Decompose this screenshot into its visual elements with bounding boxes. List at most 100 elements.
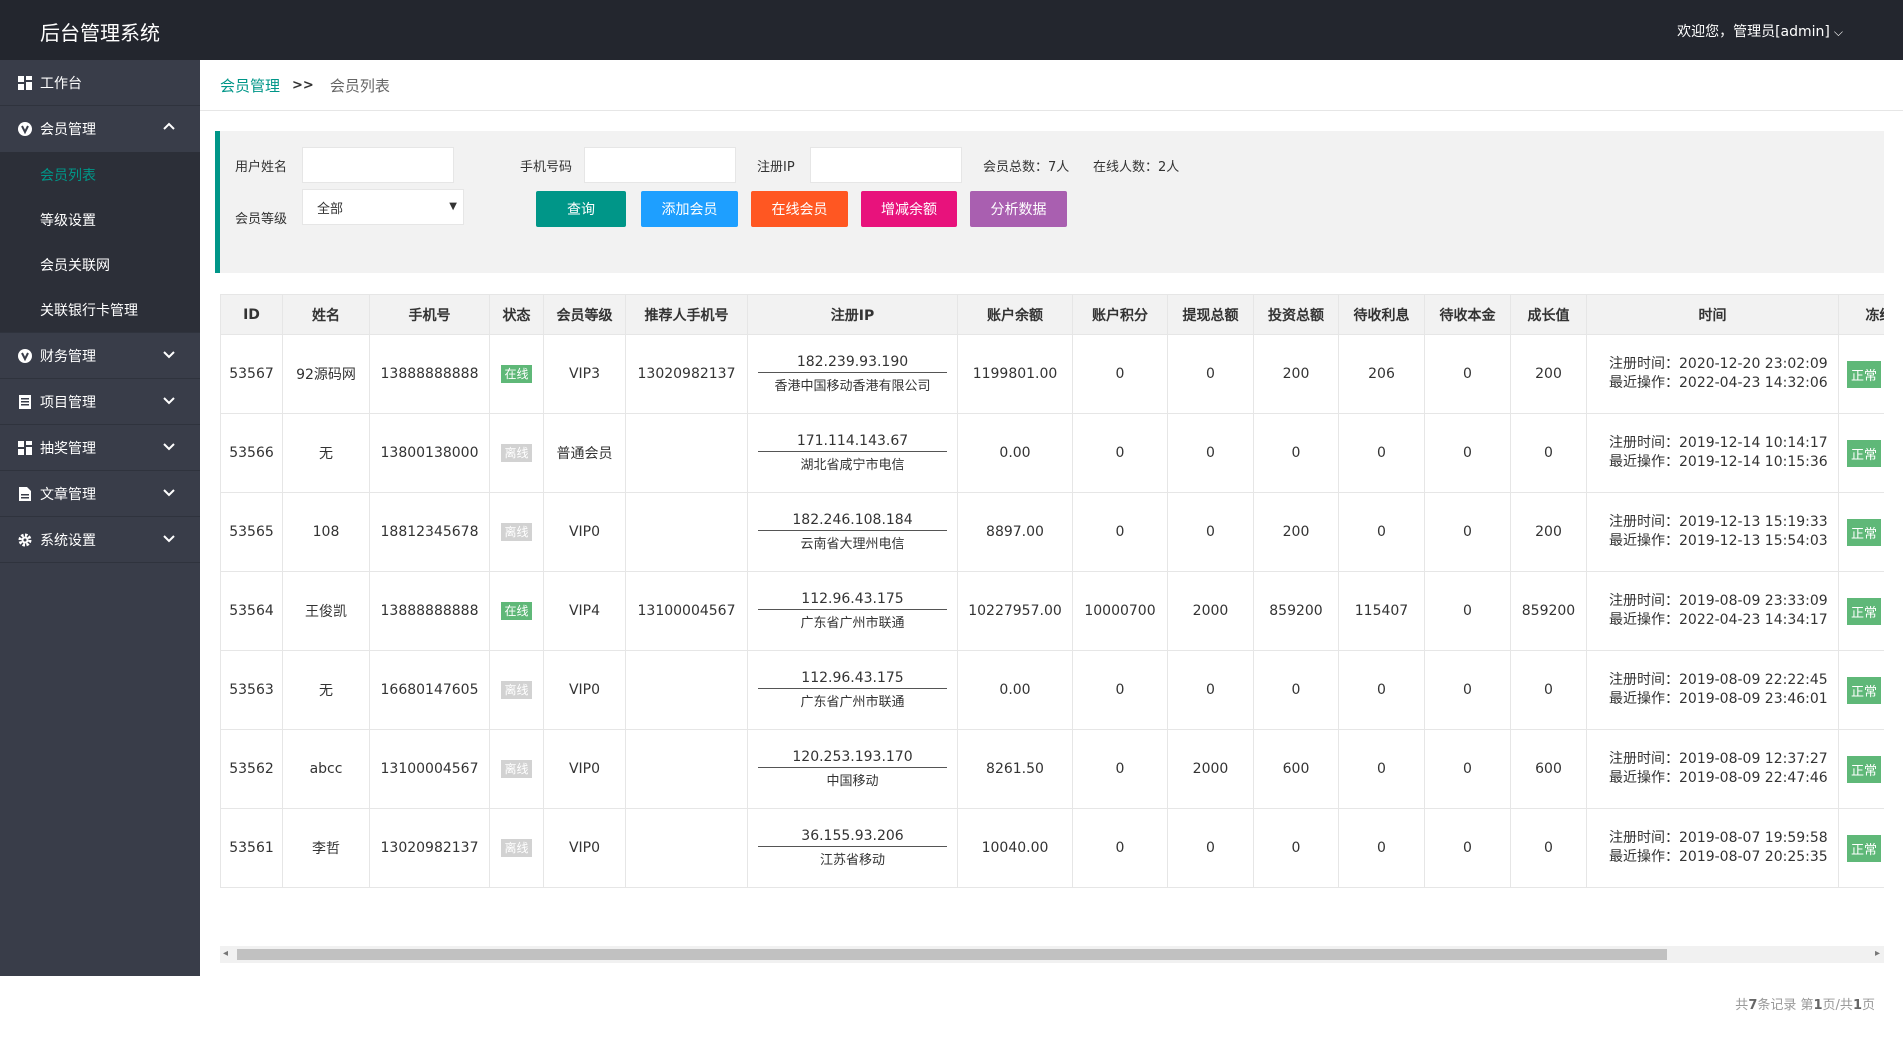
column-header[interactable]: 成长值 — [1510, 294, 1587, 335]
sidebar-item-label: 会员管理 — [40, 122, 96, 138]
cell-time: 注册时间：2019-08-07 19:59:58 最近操作：2019-08-07 … — [1586, 808, 1839, 888]
column-header[interactable]: 待收利息 — [1338, 294, 1425, 335]
article-icon — [18, 486, 32, 501]
sidebar-item-finance[interactable]: 财务管理 — [0, 333, 200, 379]
cell-invest-total: 859200 — [1253, 571, 1339, 651]
user-menu[interactable]: 欢迎您，管理员[admin] ⌵ — [1677, 21, 1843, 41]
freeze-status-button[interactable]: 正常 — [1847, 439, 1882, 467]
member-menu-group: 会员管理 会员列表 等级设置 会员关联网 关联银行卡管理 — [0, 106, 200, 333]
freeze-status-button[interactable]: 正常 — [1847, 597, 1882, 625]
level-select[interactable]: 全部 ▼ — [302, 189, 464, 225]
scrollbar-thumb[interactable] — [237, 949, 1667, 960]
cell-register-ip: 36.155.93.206 江苏省移动 — [747, 808, 958, 888]
cell-register-ip: 112.96.43.175 广东省广州市联通 — [747, 650, 958, 730]
column-header[interactable]: 冻结 — [1838, 294, 1884, 335]
cell-status: 离线 — [489, 492, 544, 572]
cell-invest-total: 200 — [1253, 492, 1339, 572]
cell-invest-total: 200 — [1253, 334, 1339, 414]
cell-invest-total: 0 — [1253, 413, 1339, 493]
column-header[interactable]: 注册IP — [747, 294, 958, 335]
ip-location: 湖北省咸宁市电信 — [800, 458, 905, 473]
cell-points: 0 — [1072, 413, 1168, 493]
register-time: 注册时间：2019-12-14 10:14:17 — [1609, 435, 1828, 451]
cell-level: VIP0 — [543, 729, 626, 809]
cell-name: 无 — [282, 413, 370, 493]
sidebar-item-member[interactable]: 会员管理 — [0, 106, 200, 152]
column-header[interactable]: 提现总额 — [1167, 294, 1254, 335]
freeze-status-button[interactable]: 正常 — [1847, 360, 1882, 388]
last-operation-time: 最近操作：2019-08-07 20:25:35 — [1609, 849, 1828, 865]
column-header[interactable]: 会员等级 — [543, 294, 626, 335]
cell-id: 53566 — [220, 413, 283, 493]
sidebar-item-dashboard[interactable]: 工作台 — [0, 60, 200, 106]
sidebar-item-lottery[interactable]: 抽奖管理 — [0, 425, 200, 471]
cell-time: 注册时间：2019-12-13 15:19:33 最近操作：2019-12-13 … — [1586, 492, 1839, 572]
breadcrumb-parent[interactable]: 会员管理 — [220, 76, 281, 95]
column-header[interactable]: 手机号 — [369, 294, 490, 335]
scroll-right-arrow-icon[interactable]: ▸ — [1874, 948, 1880, 959]
table-row: 53561 李哲 13020982137 离线 VIP0 36.155.93.206 江苏省… — [220, 808, 1884, 888]
register-time: 注册时间：2019-08-09 12:37:27 — [1609, 751, 1828, 767]
status-badge: 离线 — [501, 839, 532, 857]
register-time: 注册时间：2019-08-07 19:59:58 — [1609, 830, 1828, 846]
column-header[interactable]: ID — [220, 294, 283, 335]
member-icon — [18, 122, 32, 136]
cell-register-ip: 171.114.143.67 湖北省咸宁市电信 — [747, 413, 958, 493]
ip-address: 171.114.143.67 — [758, 433, 947, 452]
query-button[interactable]: 查询 — [536, 191, 626, 227]
chevron-down-icon — [163, 443, 175, 451]
main-content: 会员管理 >> 会员列表 用户姓名 手机号码 注册IP 会员总数：7人 在线人数… — [200, 60, 1903, 1013]
table-row: 53564 王俊凯 13888888888 在线 VIP4 13100004567 112.… — [220, 571, 1884, 651]
sidebar-item-settings[interactable]: 系统设置 — [0, 517, 200, 563]
cell-id: 53565 — [220, 492, 283, 572]
column-header[interactable]: 状态 — [489, 294, 544, 335]
pagination-info: 共7条记录 第1页/共1页 — [1735, 994, 1875, 1013]
sidebar-subitem-level-settings[interactable]: 等级设置 — [0, 197, 200, 242]
sidebar-item-project[interactable]: 项目管理 — [0, 379, 200, 425]
horizontal-scrollbar[interactable]: ◂ ▸ — [220, 946, 1884, 963]
column-header[interactable]: 姓名 — [282, 294, 370, 335]
cell-name: 108 — [282, 492, 370, 572]
freeze-status-button[interactable]: 正常 — [1847, 518, 1882, 546]
dashboard-icon — [18, 75, 32, 90]
freeze-status-button[interactable]: 正常 — [1847, 755, 1882, 783]
column-header[interactable]: 账户积分 — [1072, 294, 1168, 335]
cell-pending-interest: 0 — [1338, 413, 1425, 493]
sidebar-subitem-member-list[interactable]: 会员列表 — [0, 152, 200, 197]
cell-pending-principal: 0 — [1424, 808, 1511, 888]
sidebar-item-article[interactable]: 文章管理 — [0, 471, 200, 517]
cell-balance: 8261.50 — [957, 729, 1073, 809]
cell-level: 普通会员 — [543, 413, 626, 493]
column-header[interactable]: 时间 — [1586, 294, 1839, 335]
sidebar-subitem-member-network[interactable]: 会员关联网 — [0, 242, 200, 287]
ip-location: 广东省广州市联通 — [800, 695, 905, 710]
cell-level: VIP0 — [543, 650, 626, 730]
cell-freeze: 正常 — [1838, 650, 1884, 730]
ip-location: 云南省大理州电信 — [800, 537, 905, 552]
scroll-left-arrow-icon[interactable]: ◂ — [223, 948, 229, 959]
level-label: 会员等级 — [235, 212, 288, 227]
freeze-status-button[interactable]: 正常 — [1847, 676, 1882, 704]
ip-location: 广东省广州市联通 — [800, 616, 905, 631]
freeze-status-button[interactable]: 正常 — [1847, 834, 1882, 862]
ip-input[interactable] — [810, 147, 962, 183]
cell-invest-total: 600 — [1253, 729, 1339, 809]
sidebar-subitem-bank-cards[interactable]: 关联银行卡管理 — [0, 287, 200, 332]
online-members-button[interactable]: 在线会员 — [751, 191, 848, 227]
phone-input[interactable] — [584, 147, 736, 183]
column-header[interactable]: 投资总额 — [1253, 294, 1339, 335]
sidebar-item-label: 财务管理 — [40, 348, 96, 365]
add-member-button[interactable]: 添加会员 — [641, 191, 738, 227]
cell-pending-interest: 0 — [1338, 492, 1425, 572]
column-header[interactable]: 待收本金 — [1424, 294, 1511, 335]
username-input[interactable] — [302, 147, 454, 183]
cell-register-ip: 182.246.108.184 云南省大理州电信 — [747, 492, 958, 572]
last-operation-time: 最近操作：2019-12-13 15:54:03 — [1609, 533, 1828, 549]
cell-pending-interest: 206 — [1338, 334, 1425, 414]
column-header[interactable]: 推荐人手机号 — [625, 294, 748, 335]
cell-balance: 10227957.00 — [957, 571, 1073, 651]
adjust-balance-button[interactable]: 增减余额 — [861, 191, 957, 227]
column-header[interactable]: 账户余额 — [957, 294, 1073, 335]
cell-pending-interest: 115407 — [1338, 571, 1425, 651]
analyze-data-button[interactable]: 分析数据 — [970, 191, 1067, 227]
